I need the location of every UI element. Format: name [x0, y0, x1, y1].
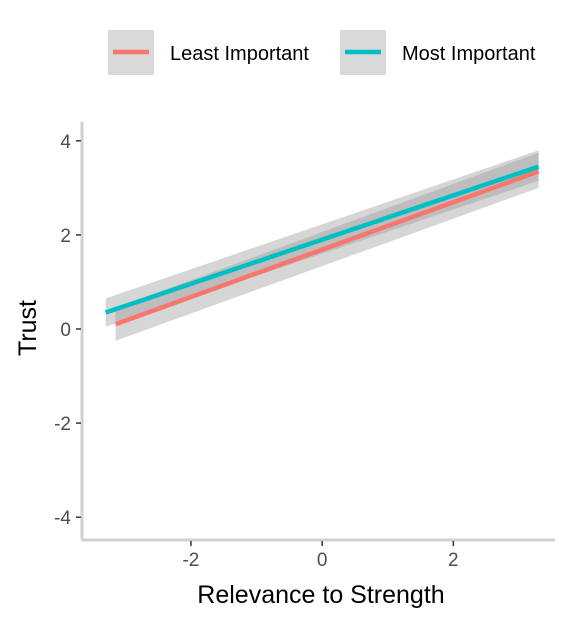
series-lines [104, 164, 540, 327]
legend: Least Important Most Important [108, 30, 536, 75]
x-tick-label: 0 [317, 550, 328, 571]
series-line-1 [114, 169, 540, 327]
axes: -4 -2 0 2 4 -2 0 2 [54, 122, 555, 571]
y-tick-label: 4 [60, 132, 71, 153]
x-tick-label: -2 [182, 550, 199, 571]
y-tick-label: -2 [54, 414, 71, 435]
x-axis-title: Relevance to Strength [197, 581, 444, 609]
y-tick-label: 0 [60, 320, 71, 341]
confidence-ribbons [105, 150, 539, 341]
y-tick-label: 2 [60, 226, 71, 247]
legend-label: Least Important [170, 43, 309, 65]
series-line-2 [104, 164, 540, 315]
x-tick-label: 2 [448, 550, 459, 571]
legend-label: Most Important [402, 43, 536, 65]
y-axis-title: Trust [14, 300, 42, 356]
y-tick-label: -4 [54, 508, 71, 529]
